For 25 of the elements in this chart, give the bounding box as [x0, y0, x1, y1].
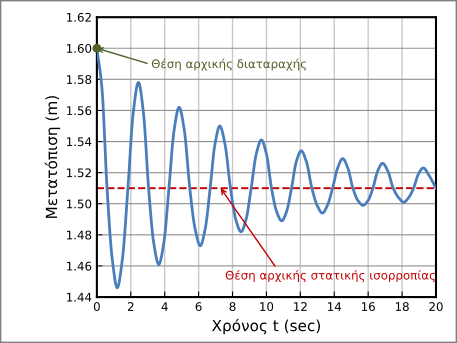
- y-tick-label: 1.54: [67, 137, 92, 146]
- annotation: Θέση αρχικής στατικής ισορροπίας: [226, 270, 435, 282]
- x-tick-label: 18: [396, 302, 409, 312]
- y-tick-label: 1.58: [67, 75, 92, 84]
- x-tick-label: 12: [294, 302, 307, 311]
- y-tick-label: 1.48: [67, 230, 92, 240]
- y-tick-label: 1.56: [67, 106, 92, 116]
- y-tick-label: 1.44: [67, 292, 92, 302]
- x-tick-label: 10: [260, 302, 274, 312]
- x-tick-label: 0: [94, 302, 100, 312]
- x-tick-label: 6: [196, 302, 202, 312]
- x-tick-label: 14: [328, 302, 342, 311]
- y-tick-label: 1.46: [67, 262, 92, 271]
- annotation: Θέση αρχικής διαταραχής: [152, 58, 306, 71]
- y-tick-label: 1.60: [67, 44, 92, 53]
- x-tick-label: 16: [362, 302, 375, 312]
- x-tick-label: 20: [429, 302, 443, 312]
- y-tick-label: 1.52: [67, 168, 91, 178]
- y-tick-label: 1.50: [67, 199, 92, 208]
- x-axis-title: Χρόνος t (sec): [212, 318, 320, 334]
- x-tick-label: 4: [162, 302, 168, 311]
- x-tick-label: 8: [230, 302, 236, 312]
- y-tick-label: 1.62: [67, 12, 91, 22]
- x-tick-label: 2: [128, 302, 134, 311]
- y-axis-title: Μετατόπιση (m): [44, 96, 60, 218]
